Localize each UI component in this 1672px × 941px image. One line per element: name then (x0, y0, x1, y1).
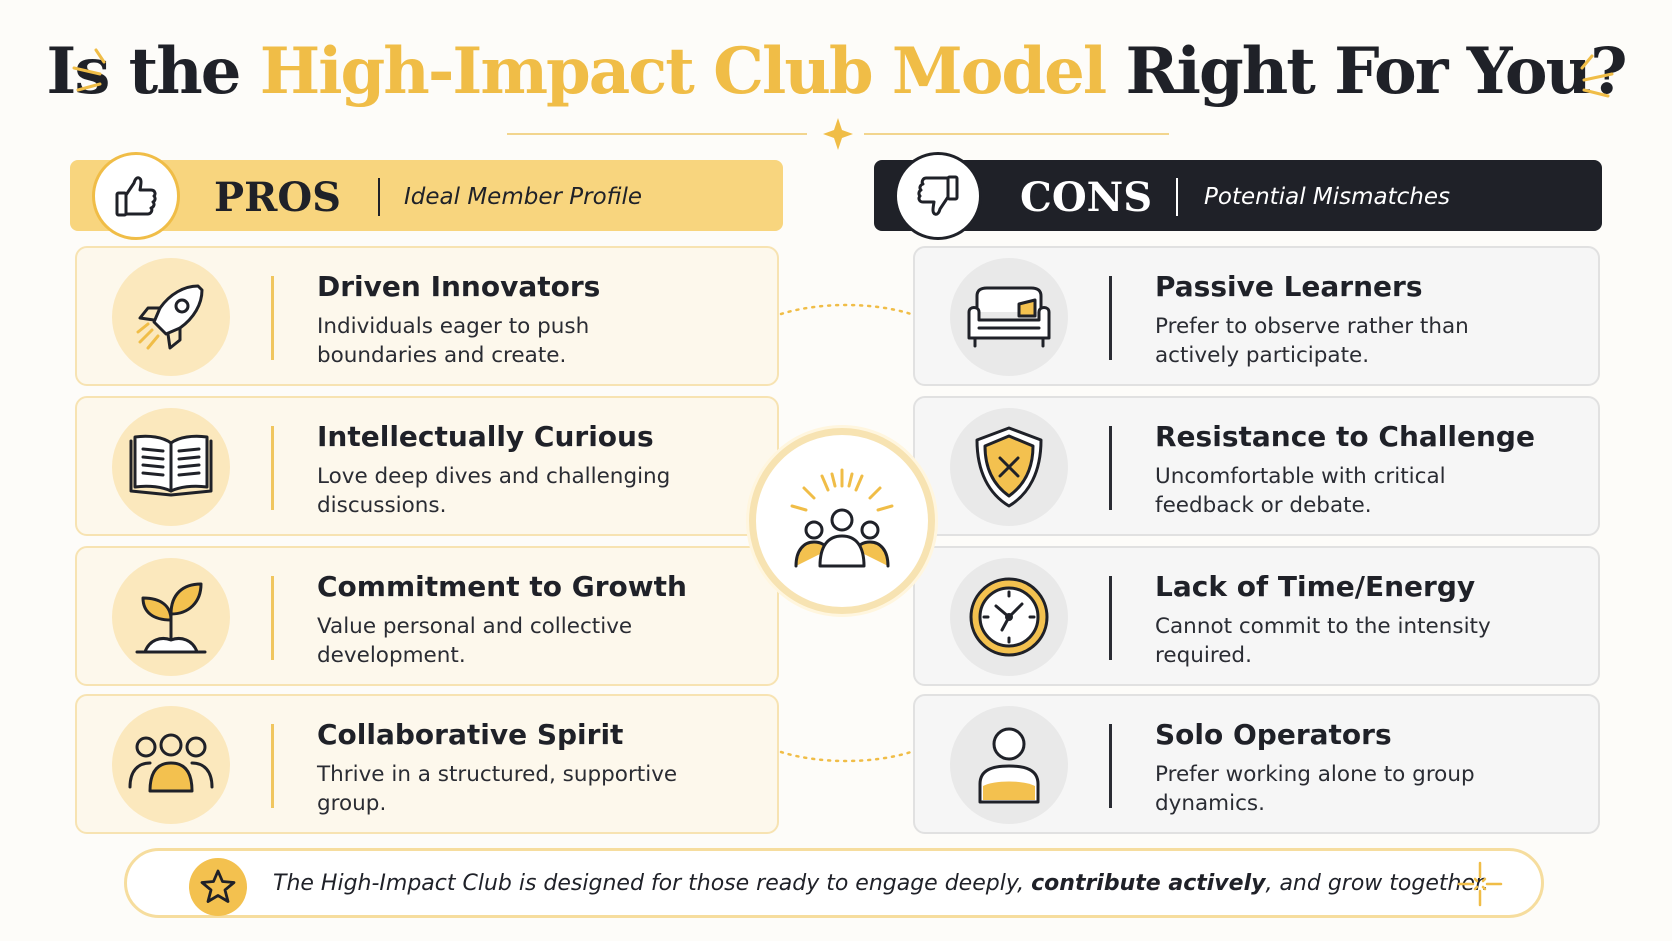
cons-subheading: Potential Mismatches (1204, 184, 1450, 210)
card-title: Resistance to Challenge (1155, 420, 1535, 453)
sparkle-icon (1457, 861, 1503, 907)
card-divider (271, 276, 274, 360)
pros-subheading: Ideal Member Profile (404, 184, 643, 210)
star-icon (200, 869, 236, 903)
community-sunburst-icon (790, 468, 894, 568)
cons-icon-circle (950, 408, 1068, 526)
sparkle-lines-right-icon (1580, 54, 1614, 98)
card-title: Collaborative Spirit (317, 718, 624, 751)
pros-icon-circle (112, 408, 230, 526)
footer-banner: The High-Impact Club is designed for tho… (124, 848, 1544, 918)
open-book-icon (129, 434, 213, 497)
pros-icon-circle (112, 558, 230, 676)
thumbs-down-badge (894, 152, 982, 240)
cons-card-solo-operators: Solo Operators Prefer working alone to g… (913, 694, 1600, 834)
cons-icon-circle (950, 258, 1068, 376)
person-icon (978, 727, 1040, 804)
footer-text-bold: contribute actively (1031, 871, 1266, 896)
rocket-icon (136, 284, 204, 350)
title-part-2: Right For You? (1105, 34, 1627, 109)
cons-header: CONS Potential Mismatches (874, 152, 1602, 240)
card-divider (271, 576, 274, 660)
card-description: Uncomfortable with critical feedback or … (1155, 464, 1446, 518)
card-title: Commitment to Growth (317, 570, 687, 603)
card-divider (271, 426, 274, 510)
cons-card-resistance-to-challenge: Resistance to Challenge Uncomfortable wi… (913, 396, 1600, 536)
connector-dots-top (779, 303, 913, 316)
pros-header-separator (378, 178, 380, 216)
page-title: Is the High-Impact Club Model Right For … (0, 34, 1672, 109)
footer-star-badge (189, 858, 247, 916)
sprout-icon (135, 582, 207, 654)
card-title: Intellectually Curious (317, 420, 654, 453)
card-title: Driven Innovators (317, 270, 601, 303)
cons-heading: CONS (1020, 174, 1153, 221)
couch-icon (967, 286, 1051, 348)
card-description: Individuals eager to push boundaries and… (317, 314, 590, 368)
card-divider (1109, 276, 1112, 360)
cons-icon-circle (950, 558, 1068, 676)
thumbs-down-icon (917, 175, 959, 216)
pros-card-commitment-to-growth: Commitment to Growth Value personal and … (75, 546, 779, 686)
card-title: Solo Operators (1155, 718, 1392, 751)
title-part-1: Is the (46, 34, 260, 109)
footer-text-after: , and grow together. (1265, 871, 1489, 896)
title-divider-left (507, 133, 807, 135)
connector-dots-bottom (779, 750, 913, 763)
card-description: Love deep dives and challenging discussi… (317, 464, 671, 518)
pros-card-collaborative-spirit: Collaborative Spirit Thrive in a structu… (75, 694, 779, 834)
card-description: Prefer working alone to group dynamics. (1155, 762, 1475, 816)
card-title: Lack of Time/Energy (1155, 570, 1476, 603)
card-description: Value personal and collective developmen… (317, 614, 633, 668)
center-emblem (749, 428, 935, 614)
footer-text-before: The High-Impact Club is designed for tho… (273, 871, 1032, 896)
title-highlight: High-Impact Club Model (259, 34, 1107, 109)
clock-icon (969, 577, 1049, 657)
pros-icon-circle (112, 258, 230, 376)
cons-card-lack-of-time-energy: Lack of Time/Energy Cannot commit to the… (913, 546, 1600, 686)
pros-card-intellectually-curious: Intellectually Curious Love deep dives a… (75, 396, 779, 536)
pros-icon-circle (112, 706, 230, 824)
card-description: Prefer to observe rather than actively p… (1155, 314, 1469, 368)
pros-heading: PROS (214, 174, 342, 221)
cons-card-passive-learners: Passive Learners Prefer to observe rathe… (913, 246, 1600, 386)
thumbs-up-icon (115, 176, 157, 217)
footer-text: The High-Impact Club is designed for tho… (273, 871, 1489, 896)
card-divider (1109, 426, 1112, 510)
shield-x-icon (975, 426, 1043, 508)
card-description: Cannot commit to the intensity required. (1155, 614, 1491, 668)
card-divider (271, 724, 274, 808)
card-description: Thrive in a structured, supportive group… (317, 762, 678, 816)
pros-card-driven-innovators: Driven Innovators Individuals eager to p… (75, 246, 779, 386)
cons-header-separator (1176, 178, 1178, 216)
title-divider-right (864, 133, 1169, 135)
divider-star-icon (823, 118, 853, 150)
pros-header: PROS Ideal Member Profile (70, 152, 783, 240)
group-icon (128, 733, 214, 793)
cons-icon-circle (950, 706, 1068, 824)
card-divider (1109, 724, 1112, 808)
sparkle-lines-left-icon (72, 48, 106, 92)
card-title: Passive Learners (1155, 270, 1423, 303)
thumbs-up-badge (92, 152, 180, 240)
card-divider (1109, 576, 1112, 660)
